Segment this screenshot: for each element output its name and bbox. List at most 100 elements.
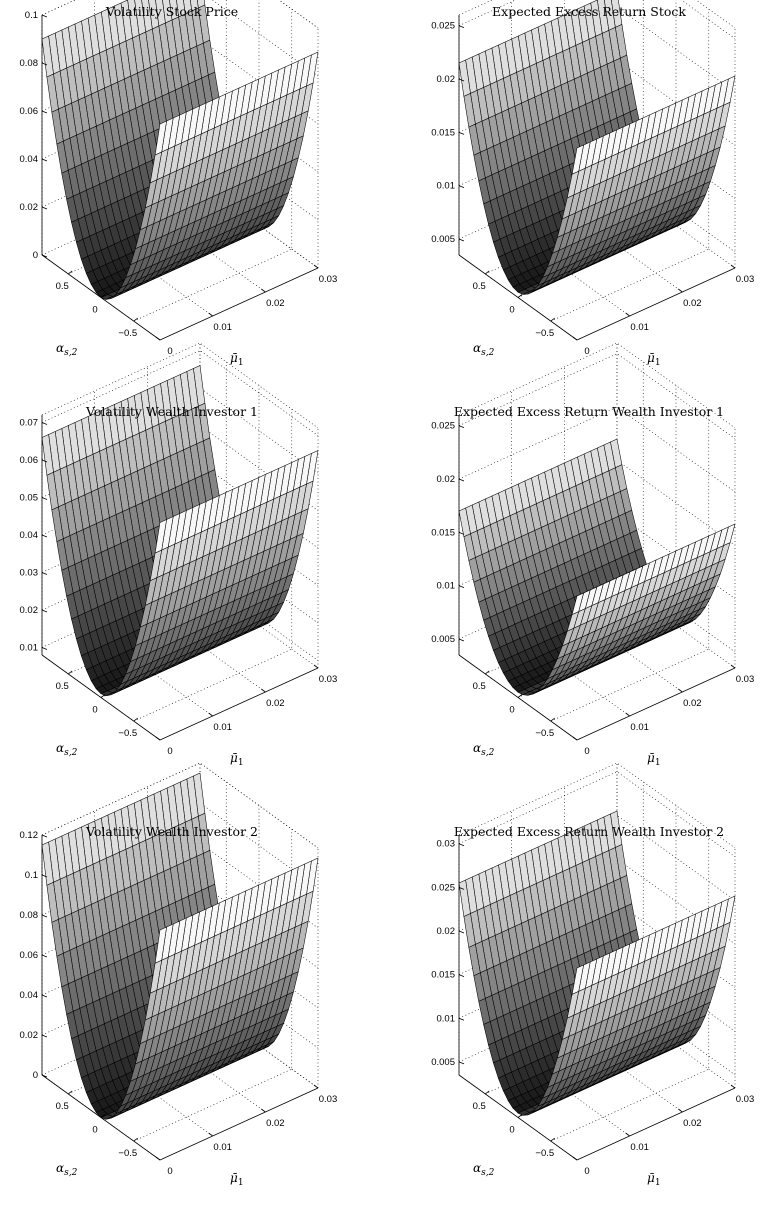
mu-tick-label: 0.02: [266, 1118, 285, 1129]
mu-tick-label: 0.03: [736, 274, 755, 285]
alpha-tick: [133, 317, 139, 322]
mu-tick-label: 0.02: [683, 298, 702, 309]
z-tick: [458, 478, 465, 482]
z-tick: [41, 954, 48, 958]
alpha-tick-label: 0: [509, 705, 514, 716]
z-tick-label: 0.025: [431, 21, 455, 32]
mu-tick: [261, 688, 266, 693]
mu-tick: [313, 1084, 319, 1089]
surface-plot-2: 0.005 0.01 0.015 0.02 0.025 0.5 0 −0.5 0 0.01 0.02…: [431, 0, 754, 368]
mu-tick: [261, 1108, 266, 1113]
alpha-tick-label: 0: [92, 305, 97, 316]
mu-tick: [313, 664, 319, 669]
surface-plot-1: 0 0.02 0.04 0.06 0.08 0.1 0.5 0 −0.5 0 0.01 0.02 0.0…: [20, 0, 338, 368]
z-tick-label: 0.08: [20, 910, 39, 921]
mu-axis: [576, 1087, 736, 1161]
z-tick-label: 0.12: [20, 830, 39, 841]
surface-plot-3: 0.01 0.02 0.03 0.04 0.05 0.06 0.07 0.5 0 −0.5 0 0.0…: [20, 342, 337, 768]
z-tick-label: 0: [33, 250, 38, 261]
chart-title: Volatility Wealth Investor 2: [85, 824, 258, 839]
alpha-tick: [67, 670, 73, 675]
mu-subscript: 1: [238, 758, 244, 768]
chart-title: Expected Excess Return Stock: [492, 4, 686, 19]
surface-plot-5: 0 0.02 0.04 0.06 0.08 0.1 0.12 0.5 0 −0.5 0 0.01 0.0…: [20, 762, 337, 1188]
alpha-tick-label: −0.5: [118, 328, 137, 339]
alpha-tick-label: −0.5: [118, 1148, 137, 1159]
mu-tick: [678, 1108, 683, 1113]
z-tick-label: 0.04: [20, 990, 39, 1001]
z-tick-label: 0.02: [437, 926, 456, 937]
mu-axis-label: μ̄1: [230, 1171, 244, 1188]
z-tick-label: 0.04: [20, 530, 39, 541]
z-tick: [41, 497, 48, 500]
surface: [458, 810, 736, 1116]
z-tick-label: 0.025: [431, 882, 455, 893]
z-tick-label: 0.1: [25, 10, 38, 21]
z-tick-label: 0.01: [437, 181, 456, 192]
z-tick: [41, 572, 48, 575]
z-tick-label: 0.015: [431, 127, 455, 138]
z-tick-label: 0.08: [20, 58, 39, 69]
alpha-tick: [133, 717, 139, 722]
alpha-tick-label: 0.5: [473, 281, 486, 292]
mu-tick-label: 0: [167, 746, 172, 757]
mu-tick: [155, 736, 161, 741]
z-tick-label: 0.03: [20, 568, 39, 579]
mu-subscript: 1: [655, 358, 661, 368]
mu-axis-label: μ̄1: [647, 751, 661, 768]
mu-tick-label: 0: [167, 346, 172, 357]
mu-tick: [572, 736, 578, 741]
alpha-tick: [517, 294, 523, 298]
z-tick: [41, 422, 48, 425]
alpha-axis-label: αs,2: [473, 341, 495, 358]
z-tick: [458, 531, 465, 535]
alpha-tick-label: 0: [509, 1125, 514, 1136]
mu-tick-label: 0: [167, 1166, 172, 1177]
surface-facet: [95, 685, 108, 695]
mu-tick: [730, 664, 736, 669]
z-tick-label: 0.07: [20, 418, 39, 429]
alpha-tick: [100, 294, 106, 298]
z-tick: [458, 1061, 465, 1065]
alpha-subscript: s,2: [481, 348, 494, 358]
alpha-tick-label: −0.5: [118, 728, 137, 739]
z-tick: [41, 994, 48, 998]
mu-axis-label: μ̄1: [230, 751, 244, 768]
grid-line-z: [458, 353, 736, 439]
z-tick: [41, 110, 48, 114]
mu-tick-label: 0.03: [319, 274, 338, 285]
mu-axis: [576, 267, 736, 341]
z-tick: [458, 638, 465, 642]
z-tick-label: 0.01: [20, 643, 39, 654]
z-tick-label: 0.015: [431, 527, 455, 538]
z-tick-label: 0.005: [431, 1057, 455, 1068]
alpha-subscript: s,2: [64, 348, 77, 358]
alpha-subscript: s,2: [481, 1168, 494, 1178]
z-tick: [458, 974, 465, 978]
mu-tick-label: 0.01: [630, 1142, 649, 1153]
alpha-axis-label: αs,2: [473, 741, 495, 758]
z-tick-label: 0.05: [20, 493, 39, 504]
mu-tick-label: 0.01: [630, 322, 649, 333]
mu-tick-label: 0.02: [266, 298, 285, 309]
mu-tick: [208, 1132, 213, 1137]
z-tick: [458, 843, 465, 847]
mu-axis-label: μ̄1: [230, 351, 244, 368]
mu-tick: [625, 312, 630, 317]
alpha-subscript: s,2: [64, 748, 77, 758]
z-tick: [41, 254, 48, 258]
z-tick: [41, 647, 48, 650]
z-tick-label: 0.06: [20, 950, 39, 961]
z-tick: [458, 930, 465, 934]
z-tick-label: 0.02: [437, 74, 456, 85]
alpha-tick-label: 0.5: [473, 681, 486, 692]
alpha-subscript: s,2: [481, 748, 494, 758]
surface: [41, 0, 319, 300]
mu-tick-label: 0: [584, 346, 589, 357]
mu-tick-label: 0.03: [736, 674, 755, 685]
mu-axis: [159, 267, 319, 341]
z-tick-label: 0.005: [431, 234, 455, 245]
alpha-tick: [550, 317, 556, 322]
z-tick: [458, 1017, 465, 1021]
z-tick-label: 0.02: [20, 202, 39, 213]
